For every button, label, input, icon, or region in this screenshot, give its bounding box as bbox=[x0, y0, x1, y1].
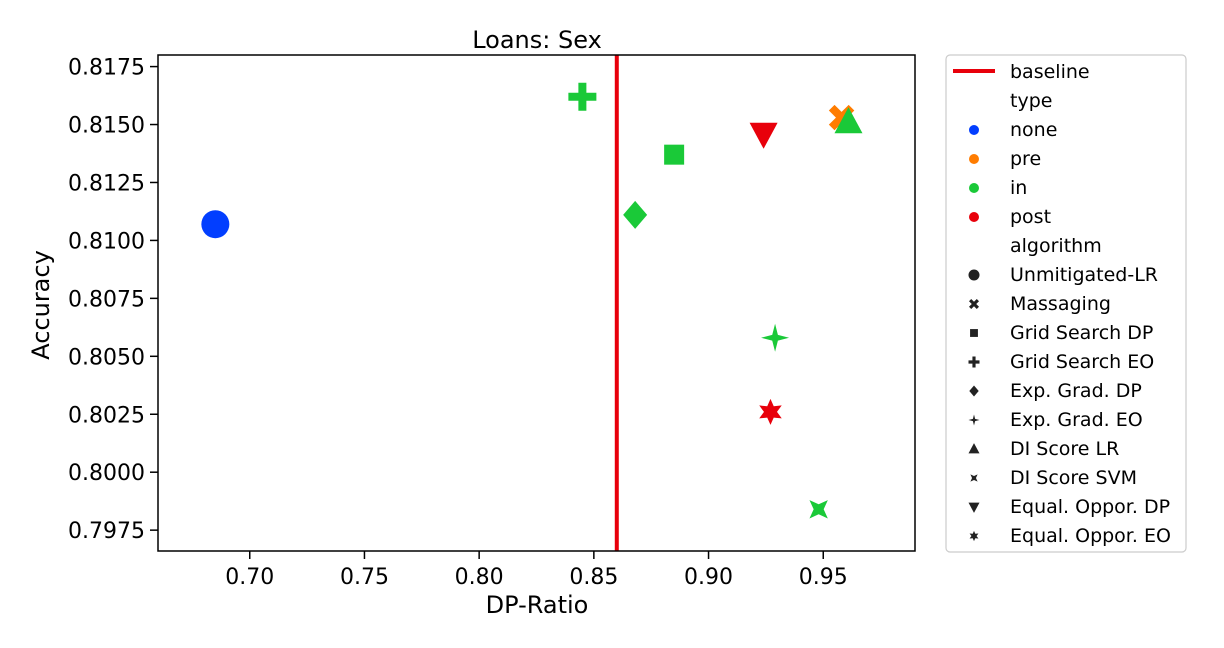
point-exp-grad-dp bbox=[623, 200, 648, 229]
legend: baseline type none pre in post algorithm Unmit… bbox=[945, 54, 1187, 553]
y-tick-label: 0.8150 bbox=[68, 114, 145, 139]
point-di-score-svm bbox=[809, 500, 828, 519]
legend-label-equal-oppor-dp: Equal. Oppor. DP bbox=[1010, 496, 1170, 518]
legend-label-post: post bbox=[1010, 206, 1051, 228]
legend-label-exp-grad-dp: Exp. Grad. DP bbox=[1010, 380, 1142, 402]
legend-marker-grid-search-dp bbox=[970, 329, 978, 337]
y-tick-label: 0.8025 bbox=[68, 403, 145, 428]
legend-label-massaging: Massaging bbox=[1010, 293, 1111, 315]
point-exp-grad-eo bbox=[761, 323, 790, 352]
legend-label-in: in bbox=[1010, 177, 1027, 199]
legend-marker-di-score-lr bbox=[968, 443, 980, 454]
legend-label-unmitigated-lr: Unmitigated-LR bbox=[1010, 264, 1158, 286]
legend-swatch-none bbox=[969, 125, 979, 135]
chart-title: Loans: Sex bbox=[472, 26, 602, 54]
x-tick-label: 0.70 bbox=[225, 565, 274, 590]
y-axis: 0.7975 0.8000 0.8025 0.8050 0.8075 0.8100 0.81… bbox=[68, 56, 158, 544]
x-tick-label: 0.85 bbox=[569, 565, 618, 590]
legend-frame bbox=[945, 54, 1187, 553]
plot-frame bbox=[157, 54, 916, 552]
legend-label-exp-grad-eo: Exp. Grad. EO bbox=[1010, 409, 1143, 431]
legend-algorithm-title: algorithm bbox=[1010, 235, 1102, 257]
x-tick-label: 0.90 bbox=[684, 565, 733, 590]
x-axis: 0.70 0.75 0.80 0.85 0.90 0.95 bbox=[225, 551, 848, 590]
scatter-points bbox=[201, 82, 863, 519]
x-tick-label: 0.75 bbox=[340, 565, 389, 590]
point-equal-oppor-dp bbox=[749, 122, 778, 149]
legend-label-equal-oppor-eo: Equal. Oppor. EO bbox=[1010, 525, 1171, 547]
y-tick-label: 0.8075 bbox=[68, 287, 145, 312]
legend-marker-unmitigated-lr bbox=[968, 269, 980, 281]
x-axis-label: DP-Ratio bbox=[486, 591, 589, 619]
legend-label-grid-search-eo: Grid Search EO bbox=[1010, 351, 1154, 373]
legend-swatch-post bbox=[969, 212, 979, 222]
legend-label-grid-search-dp: Grid Search DP bbox=[1010, 322, 1153, 344]
legend-type-title: type bbox=[1010, 90, 1052, 112]
legend-marker-exp-grad-eo bbox=[968, 414, 980, 426]
legend-swatch-pre bbox=[969, 154, 979, 164]
point-grid-search-eo bbox=[568, 82, 597, 111]
point-grid-search-dp bbox=[664, 144, 685, 165]
legend-marker-equal-oppor-dp bbox=[968, 502, 980, 513]
legend-marker-equal-oppor-eo bbox=[969, 530, 979, 542]
legend-swatch-in bbox=[969, 183, 979, 193]
y-axis-label: Accuracy bbox=[27, 250, 55, 360]
y-tick-label: 0.8100 bbox=[68, 229, 145, 254]
legend-marker-grid-search-eo bbox=[968, 356, 980, 368]
y-tick-label: 0.8125 bbox=[68, 171, 145, 196]
legend-label-di-score-lr: DI Score LR bbox=[1010, 438, 1119, 460]
legend-baseline-label: baseline bbox=[1010, 61, 1090, 83]
x-tick-label: 0.80 bbox=[455, 565, 504, 590]
legend-label-none: none bbox=[1010, 119, 1057, 141]
y-tick-label: 0.8175 bbox=[68, 56, 145, 81]
x-tick-label: 0.95 bbox=[799, 565, 848, 590]
legend-label-pre: pre bbox=[1010, 148, 1041, 170]
legend-label-di-score-svm: DI Score SVM bbox=[1010, 467, 1137, 489]
point-di-score-lr bbox=[834, 107, 863, 134]
point-unmitigated-lr bbox=[201, 210, 230, 239]
y-tick-label: 0.8050 bbox=[68, 345, 145, 370]
point-equal-oppor-eo bbox=[759, 398, 782, 425]
legend-marker-exp-grad-dp bbox=[969, 385, 979, 397]
y-tick-label: 0.7975 bbox=[68, 519, 145, 544]
y-tick-label: 0.8000 bbox=[68, 461, 145, 486]
legend-marker-di-score-svm bbox=[970, 474, 978, 482]
legend-marker-massaging bbox=[968, 298, 980, 310]
